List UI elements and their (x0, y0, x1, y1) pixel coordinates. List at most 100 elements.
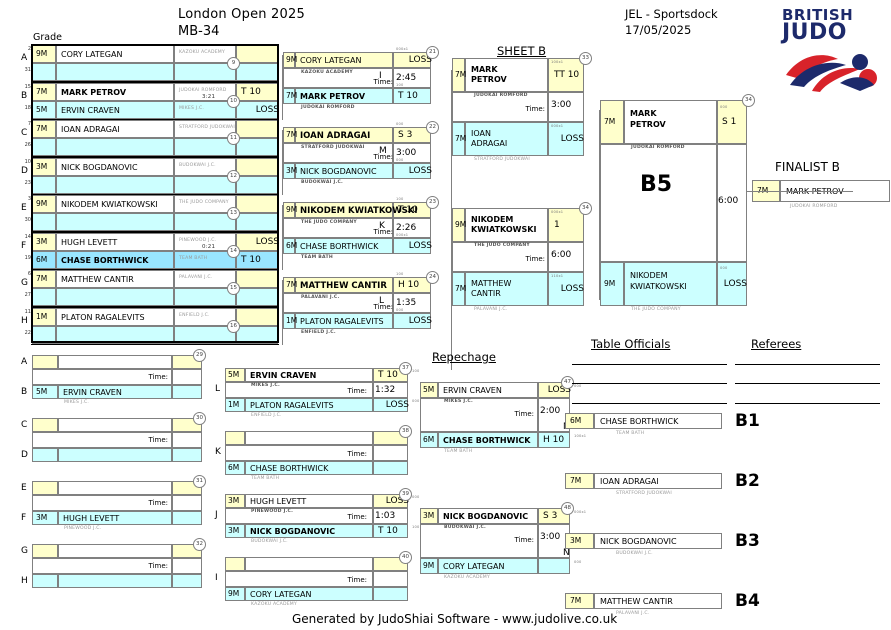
british-judo-logo: BRITISH JUDO (782, 6, 882, 92)
r2-pts-bot-0: 100 (396, 83, 404, 87)
seed-bot-D: 23 (24, 179, 31, 186)
venue-label: JEL - Sportsdock (625, 7, 718, 21)
r1-name-bot-E[interactable] (56, 213, 174, 231)
r1-name-txt-top-B: MARK PETROV (61, 87, 127, 97)
r1-name-top-E[interactable] (56, 195, 174, 213)
repr-club-top-1: BUDOKWAI J.C. (444, 525, 487, 530)
sf-name-txt-top1-0: MARK (471, 65, 498, 74)
r1-name-bot-G[interactable] (56, 288, 174, 306)
sf-name-top-0[interactable] (465, 58, 548, 92)
bronze-name-B1[interactable] (594, 413, 722, 429)
r2-name-txt-top-0: CORY LATEGAN (300, 56, 362, 65)
r1-name-bot-A[interactable] (56, 63, 174, 81)
r1-name-top-D[interactable] (56, 157, 174, 176)
r1-name-top-F[interactable] (56, 232, 174, 251)
r1-name-txt-top-C: IOAN ADRAGAI (61, 125, 120, 134)
repl-score-bot-0 (172, 385, 202, 399)
final-name-txt-top1: MARK (630, 109, 657, 118)
repl-name-top-3[interactable] (58, 544, 172, 558)
r2-grade-top-3 (283, 277, 295, 293)
r1-name-top-C[interactable] (56, 120, 174, 138)
final-name-bot[interactable] (624, 262, 717, 306)
bracket-row-label-D: D (21, 165, 28, 176)
sf-club-bot-0: STRATFORD JUDOKWAI (474, 157, 530, 162)
seed-bot-F: 19 (24, 254, 31, 261)
repm-grade-txt-top-0: 5M (228, 370, 240, 379)
r2-name-txt-bot-0: MARK PETROV (300, 92, 366, 101)
repm-name-bot-2[interactable] (245, 524, 373, 538)
repl-name-bot-2[interactable] (58, 511, 172, 525)
r2-name-bot-3[interactable] (295, 313, 393, 329)
r1-pair-sep-3 (31, 193, 279, 195)
repm-name-top-0[interactable] (245, 368, 373, 382)
repr-name-bot-0[interactable] (438, 432, 538, 448)
bronze-name-B2[interactable] (594, 473, 722, 489)
r2-name-txt-bot-1: NICK BOGDANOVIC (300, 167, 377, 176)
r2-score-bot-1 (393, 163, 431, 179)
repm-time-value-2: 1:03 (375, 511, 396, 521)
r1-match-number-14: 14 (227, 244, 240, 258)
repl-name-bot-3[interactable] (58, 574, 172, 588)
r1-score-txt-top-F: LOSS (255, 236, 279, 247)
r1-pair-sep-7 (31, 343, 279, 345)
repm-name-bot-0[interactable] (245, 398, 373, 412)
r2-grade-bot-2 (283, 238, 295, 254)
bronze-name-B4[interactable] (594, 593, 722, 609)
r2-name-bot-2[interactable] (295, 238, 393, 254)
r2-name-bot-1[interactable] (295, 163, 393, 179)
r1-name-top-B[interactable] (56, 82, 174, 101)
judoka-swoosh-icon (786, 54, 877, 92)
r1-score-txt-top-B: T 10 (241, 86, 261, 97)
seed-top-E: 3 (27, 196, 31, 202)
repr-name-top-0[interactable] (438, 382, 538, 398)
sf-name-bot-0[interactable] (465, 122, 548, 156)
repm-name-top-1[interactable] (245, 431, 373, 445)
repm-grade-top-1 (225, 431, 245, 445)
r2-name-top-1[interactable] (295, 127, 393, 143)
footer-credit: Generated by JudoShiai Software - www.ju… (292, 612, 618, 626)
r2-score-bot-2 (393, 238, 431, 254)
repl-grade-bot-1 (32, 448, 58, 462)
repl-name-top-0[interactable] (58, 355, 172, 369)
conn-r1-r2-1 (282, 130, 283, 195)
r1-name-bot-H[interactable] (56, 325, 174, 344)
r2-name-bot-0[interactable] (295, 88, 393, 104)
final-name-txt-bot1: NIKODEM (630, 271, 668, 280)
repl-name-top-1[interactable] (58, 418, 172, 432)
r1-club-top-E (174, 195, 236, 213)
r1-name-bot-C[interactable] (56, 138, 174, 156)
r1-name-top-G[interactable] (56, 270, 174, 288)
bronze-label-B4: B4 (735, 591, 760, 611)
repl-name-bot-1[interactable] (58, 448, 172, 462)
repr-match-number-48: 48 (561, 502, 574, 515)
r2-name-top-0[interactable] (295, 52, 393, 68)
repr-name-top-1[interactable] (438, 508, 538, 524)
repm-name-top-3[interactable] (245, 557, 373, 571)
repm-name-top-2[interactable] (245, 494, 373, 508)
repm-name-bot-1[interactable] (245, 461, 373, 475)
final-name-top[interactable] (624, 100, 717, 144)
r2-name-top-3[interactable] (295, 277, 393, 293)
repr-pts-bot-0: 100x1 (574, 434, 587, 438)
bronze-name-B3[interactable] (594, 533, 722, 549)
repm-name-bot-3[interactable] (245, 587, 373, 601)
repr-name-bot-1[interactable] (438, 558, 538, 574)
repl-name-top-2[interactable] (58, 481, 172, 495)
repm-score-bot-0 (373, 398, 408, 412)
r1-club-txt-top-H: ENFIELD J.C. (179, 312, 210, 318)
r2-grade-txt-bot-3: 1M (286, 316, 298, 325)
final-match-number: 34 (742, 94, 755, 107)
r2-name-top-2[interactable] (295, 202, 393, 218)
sf-name-top-1[interactable] (465, 208, 548, 242)
repl-name-bot-0[interactable] (58, 385, 172, 399)
repm-match-number-38: 38 (399, 425, 412, 438)
r1-name-txt-top-A: CORY LATEGAN (61, 50, 123, 59)
r1-club-txt-top-E: THE JUDO COMPANY (179, 200, 229, 205)
r1-name-top-H[interactable] (56, 307, 174, 326)
repm-name-txt-top-2: HUGH LEVETT (250, 497, 307, 506)
r1-name-bot-D[interactable] (56, 175, 174, 194)
repm-grade-bot-1 (225, 461, 245, 475)
sf-name-bot-1[interactable] (465, 272, 548, 306)
r1-name-bot-B[interactable] (56, 100, 174, 119)
r1-name-bot-F[interactable] (56, 250, 174, 269)
